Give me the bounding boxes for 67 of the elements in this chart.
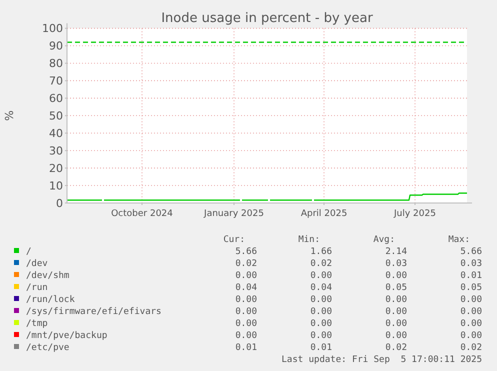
y-tick-label: 60: [49, 92, 63, 106]
legend-label: /: [26, 247, 32, 257]
x-tick-label: January 2025: [203, 209, 264, 219]
y-tick-label: 80: [49, 57, 63, 70]
legend-label: /run: [26, 283, 48, 293]
y-tick-label: 100: [42, 22, 63, 36]
y-tick-label: 90: [49, 40, 63, 53]
text: Min:: [298, 235, 320, 245]
text: 0.00: [460, 319, 482, 329]
text: 0.00: [385, 295, 407, 305]
text: Cur:: [223, 235, 245, 245]
legend-label: /dev: [26, 259, 48, 269]
text: 0.02: [235, 259, 257, 269]
text: 0.00: [235, 295, 257, 305]
y-tick-label: 30: [49, 144, 63, 158]
text: 0.02: [385, 343, 407, 353]
text: 0.00: [385, 331, 407, 341]
text: 0.03: [460, 259, 482, 269]
text: 0.00: [310, 295, 332, 305]
text: 0.05: [385, 283, 407, 293]
text: Avg:: [373, 235, 395, 245]
y-axis-title: %: [3, 110, 16, 121]
y-tick-label: 20: [49, 162, 63, 175]
text: 0.04: [235, 283, 257, 293]
text: Max:: [448, 235, 470, 245]
text: 0.00: [310, 271, 332, 281]
legend-label: /sys/firmware/efi/efivars: [26, 307, 162, 317]
text: 0.01: [310, 343, 332, 353]
text: 0.00: [235, 331, 257, 341]
y-tick-label: 50: [49, 110, 63, 122]
text: 5.66: [460, 247, 482, 257]
legend-label: /tmp: [26, 319, 48, 329]
x-tick-label: October 2024: [111, 209, 174, 219]
text: Last update: Fri Sep 5 17:00:11 2025: [282, 355, 482, 365]
y-tick-label: 10: [49, 179, 63, 192]
text: 5.66: [235, 247, 257, 257]
text: 0.02: [460, 343, 482, 353]
text: 0.00: [235, 307, 257, 317]
text: 0.00: [235, 319, 257, 329]
chart-title: Inode usage in percent - by year: [161, 11, 374, 26]
text: 0.00: [460, 307, 482, 317]
x-tick-label: April 2025: [300, 209, 348, 219]
y-tick-label: 40: [49, 126, 63, 140]
text: 0.00: [385, 307, 407, 317]
text: 0.01: [460, 271, 482, 281]
legend-label: /etc/pve: [26, 343, 70, 353]
text: 0.00: [460, 295, 482, 305]
text: 0.03: [385, 259, 407, 269]
text: 1.66: [310, 247, 332, 257]
text: 0.00: [385, 319, 407, 329]
text: 0.00: [385, 271, 407, 281]
y-tick-label: 70: [49, 74, 63, 88]
text: 0.05: [460, 283, 482, 293]
text: 0.00: [235, 271, 257, 281]
legend-label: /dev/shm: [26, 271, 70, 281]
legend-label: /mnt/pve/backup: [26, 331, 108, 341]
x-tick-label: July 2025: [393, 209, 436, 219]
text: 0.01: [235, 343, 257, 353]
text: 0.02: [310, 259, 332, 269]
legend-label: /run/lock: [26, 295, 76, 305]
text: 0.00: [310, 307, 332, 317]
text: 0.00: [310, 319, 332, 329]
text: 0.04: [310, 283, 332, 293]
text: 2.14: [385, 247, 407, 257]
text: 0.00: [460, 331, 482, 341]
y-tick-label: 0: [56, 196, 63, 210]
text: 0.00: [310, 331, 332, 341]
